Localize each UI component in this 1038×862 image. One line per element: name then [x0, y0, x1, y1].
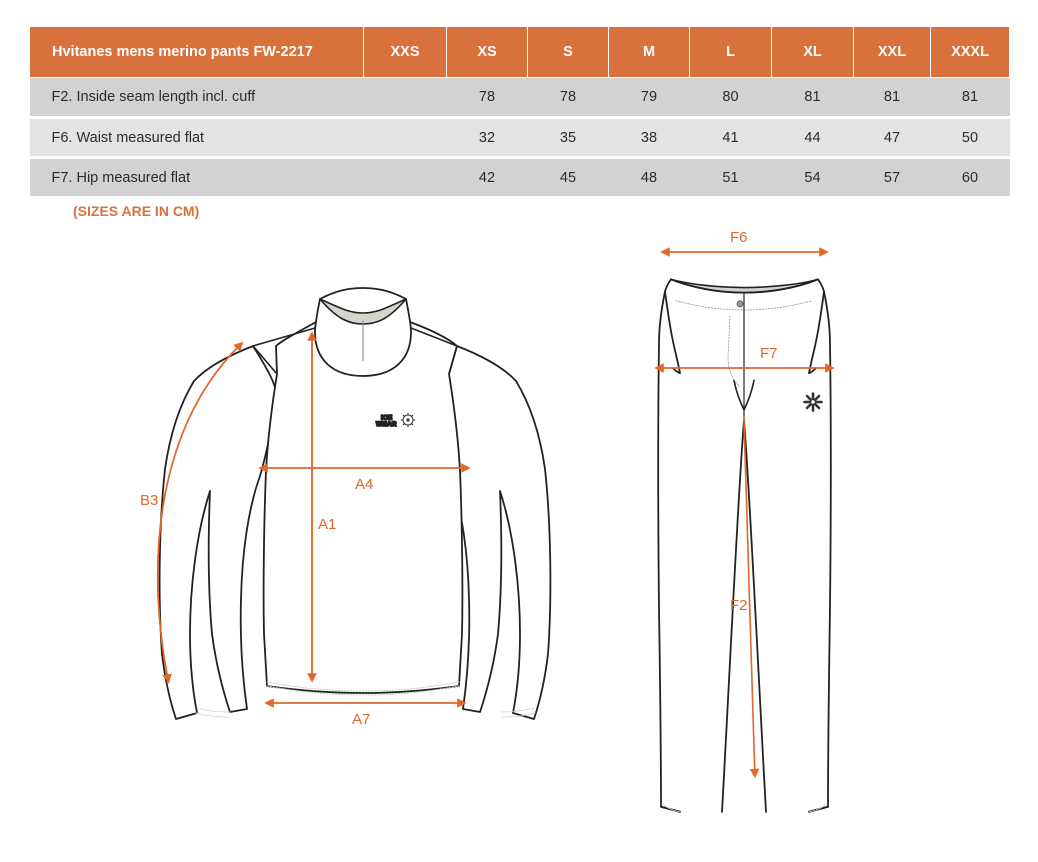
svg-text:A1: A1	[318, 516, 336, 533]
svg-text:A7: A7	[352, 711, 370, 728]
svg-text:WEAR: WEAR	[376, 421, 397, 428]
svg-text:F2: F2	[730, 597, 748, 614]
svg-text:A4: A4	[355, 476, 373, 493]
svg-text:F6: F6	[730, 230, 748, 246]
svg-text:F7: F7	[760, 345, 778, 362]
svg-text:B3: B3	[140, 492, 158, 509]
